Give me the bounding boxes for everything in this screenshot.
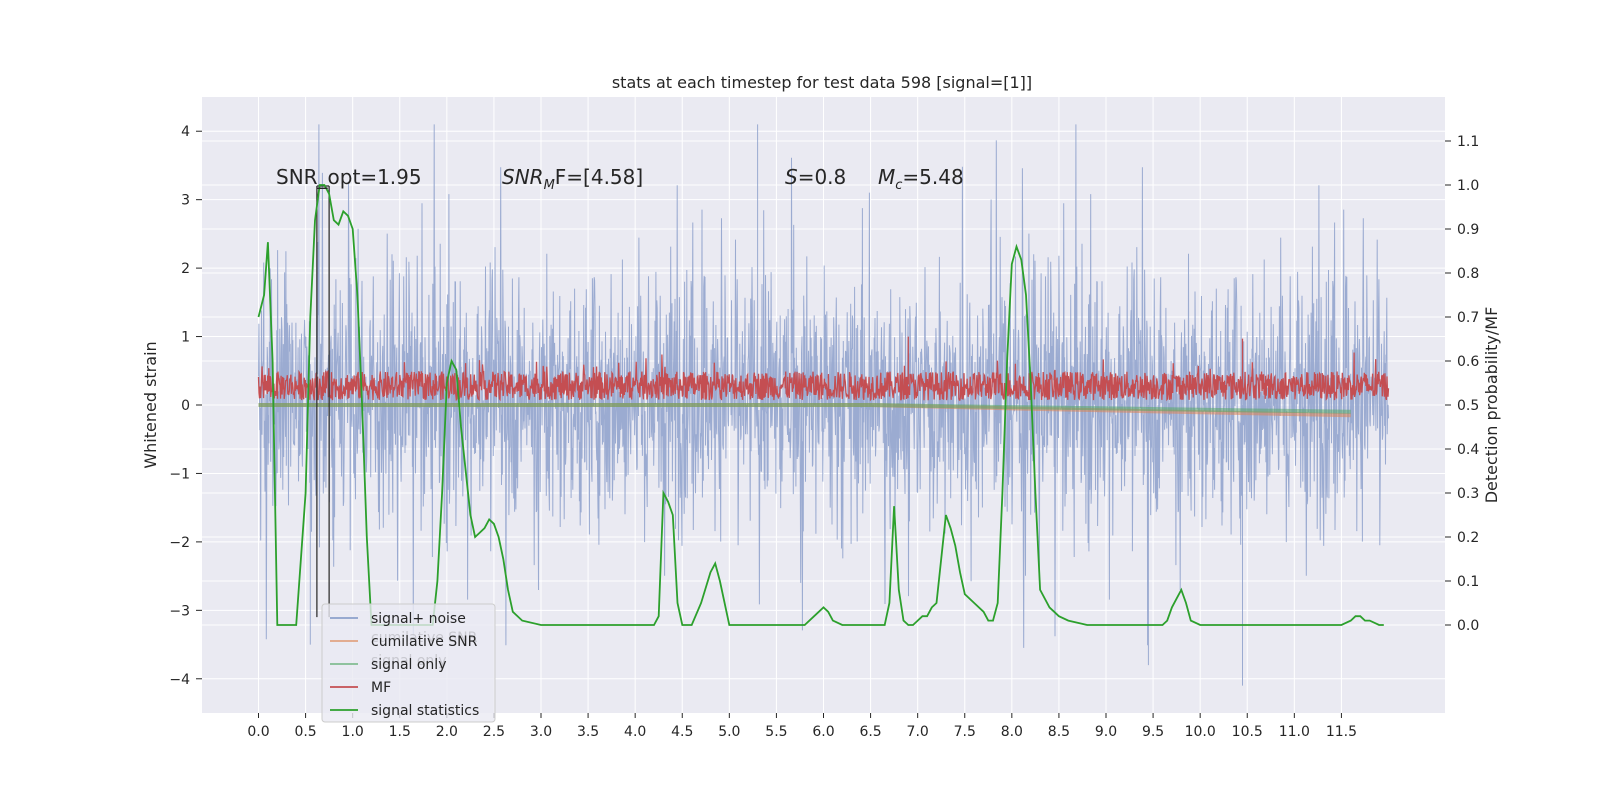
x-tick-label: 7.5: [954, 724, 976, 740]
y-right-tick-label: 0.3: [1457, 486, 1479, 502]
x-tick-label: 8.0: [1001, 724, 1023, 740]
signal-noise-line: [258, 124, 1389, 686]
legend-label: signal+ noise: [371, 611, 466, 627]
x-tick-label: 0.5: [294, 724, 316, 740]
y-right-tick-label: 0.7: [1457, 310, 1479, 326]
x-tick-label: 0.0: [247, 724, 269, 740]
y-right-tick-label: 1.1: [1457, 134, 1479, 150]
x-tick-label: 7.0: [907, 724, 929, 740]
y-right-tick-label: 0.6: [1457, 354, 1479, 370]
y-left-tick-label: 0: [181, 398, 190, 414]
y-right-tick-label: 0.8: [1457, 266, 1479, 282]
snr-mf-sub: M: [544, 178, 555, 193]
y-left-axis-label: Whitened strain: [141, 341, 160, 468]
legend-ghost-cumulative-snr: cumilative SNR: [371, 630, 478, 646]
y-right-tick-label: 0.2: [1457, 530, 1479, 546]
x-tick-label: 6.5: [859, 724, 881, 740]
y-left-tick-label: −1: [169, 466, 190, 482]
mc-annotation: Mc=5.48: [878, 165, 964, 193]
x-tick-label: 5.5: [765, 724, 787, 740]
legend-box: [321, 603, 496, 723]
y-left-tick-label: −4: [169, 672, 190, 688]
mc-label: M: [878, 165, 895, 189]
y-left-tick-label: 3: [181, 193, 190, 209]
legend-label: MF: [371, 680, 391, 696]
snr-mf-rest: F=[4.58]: [555, 165, 643, 189]
y-left-tick-label: 4: [181, 124, 190, 140]
snr-opt-annotation: SNR_opt=1.95: [276, 165, 422, 189]
x-tick-label: 4.0: [624, 724, 646, 740]
x-tick-label: 1.0: [342, 724, 364, 740]
x-tick-label: 3.0: [530, 724, 552, 740]
legend-label: signal statistics: [371, 703, 479, 719]
chart-title: stats at each timestep for test data 598…: [612, 73, 1032, 92]
y-right-axis-ticks: 1.1 1.0 0.9 0.8 0.7 0.6 0.5 0.4 0.3 0.2 0.1 0.0: [1445, 134, 1479, 634]
x-tick-label: 3.5: [577, 724, 599, 740]
y-right-tick-label: 0.0: [1457, 618, 1479, 634]
x-tick-label: 2.0: [436, 724, 458, 740]
signal-noise-series: [258, 124, 1389, 686]
mc-value: =5.48: [902, 165, 963, 189]
signal-only-line: [258, 403, 1351, 414]
x-tick-label: 2.5: [483, 724, 505, 740]
legend-label: signal only: [371, 657, 446, 673]
mc-sub: c: [895, 178, 902, 193]
y-right-axis-label: Detection probability/MF: [1482, 307, 1501, 504]
y-right-tick-label: 1.0: [1457, 178, 1479, 194]
legend-label: cumilative SNR: [371, 634, 478, 650]
snr-mf-annotation: SNRMF=[4.58]: [502, 165, 643, 193]
legend-ghost-signal-only: signal only: [371, 653, 446, 669]
y-left-axis-ticks: 4 3 2 1 0 −1 −2 −3 −4: [169, 124, 202, 688]
x-axis-ticks: 0.0 0.5 1.0 1.5 2.0 2.5 3.0 3.5 4.0 4.5 5.0 5.5 6.0 6…: [247, 713, 1357, 740]
s-value: =0.8: [798, 165, 847, 189]
y-right-tick-label: 0.4: [1457, 442, 1479, 458]
x-tick-label: 10.0: [1185, 724, 1216, 740]
y-left-tick-label: 1: [181, 330, 190, 346]
snr-mf-main: SNR: [502, 165, 544, 189]
x-tick-label: 10.5: [1232, 724, 1263, 740]
cumulative-snr-series: [258, 403, 1351, 418]
s-annotation: S=0.8: [785, 165, 846, 189]
x-tick-label: 11.0: [1279, 724, 1310, 740]
x-tick-label: 11.5: [1326, 724, 1357, 740]
s-label: S: [785, 165, 798, 189]
y-left-tick-label: 2: [181, 261, 190, 277]
x-tick-label: 6.0: [812, 724, 834, 740]
y-right-tick-label: 0.5: [1457, 398, 1479, 414]
x-tick-label: 4.5: [671, 724, 693, 740]
legend: signal only cumilative SNR signal+ noise…: [321, 603, 496, 723]
y-right-tick-label: 0.9: [1457, 222, 1479, 238]
legend-entries: signal+ noise cumilative SNR signal only MF…: [330, 611, 479, 719]
y-left-tick-label: −3: [169, 603, 190, 619]
x-tick-label: 9.5: [1142, 724, 1164, 740]
y-right-tick-label: 0.1: [1457, 574, 1479, 590]
x-tick-label: 8.5: [1048, 724, 1070, 740]
x-tick-label: 9.0: [1095, 724, 1117, 740]
y-left-tick-label: −2: [169, 535, 190, 551]
x-tick-label: 5.0: [718, 724, 740, 740]
x-tick-label: 1.5: [389, 724, 411, 740]
